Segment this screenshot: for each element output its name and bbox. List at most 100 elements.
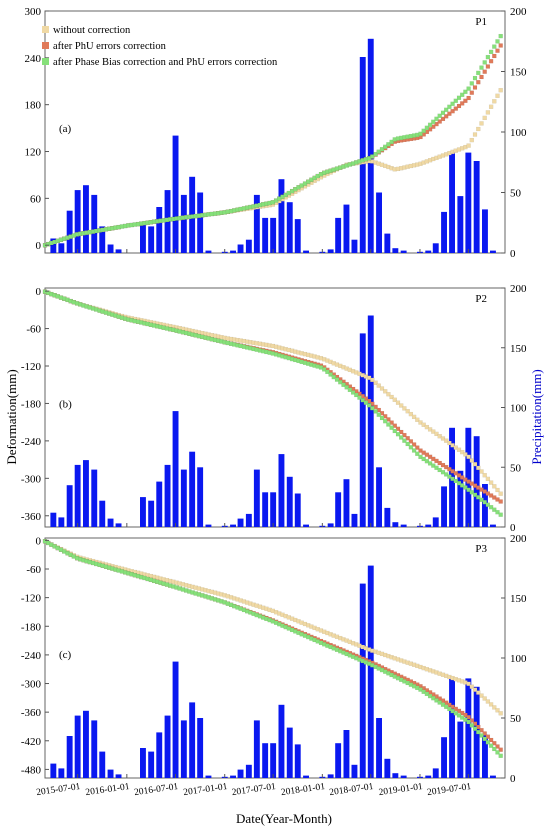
y-tick-label-left: -180 [21,398,42,410]
series-point-without-correction [469,684,474,689]
series-point-phase-bias-correction [424,459,430,464]
legend: without correction after PhU errors corr… [42,25,278,68]
precipitation-bar [262,492,269,527]
precipitation-bar [164,715,171,778]
precipitation-bar [107,769,114,778]
series-point-phu-correction [395,426,401,431]
series-point-without-correction [495,708,500,713]
series-point-without-correction [479,469,484,474]
series-point-phase-bias-correction [469,81,474,86]
precipitation-bar [50,763,57,778]
series-point-phase-bias-correction [472,75,478,81]
series-point-phase-bias-correction [373,151,378,157]
series-point-phase-bias-correction [479,497,484,502]
series-point-phase-bias-correction [341,382,346,387]
precipitation-bar [230,775,236,778]
precipitation-bar [286,727,293,778]
series-point-phase-bias-correction [456,713,462,718]
precipitation-bar [253,194,260,253]
y-tick-label-left: -360 [21,707,42,719]
series-point-without-correction [447,440,452,446]
series-point-phu-correction [418,448,423,453]
series-point-phase-bias-correction [463,485,468,490]
x-tick-label: 2017-07-01 [231,782,277,798]
point-label: P1 [475,16,487,28]
precipitation-bar [278,179,285,253]
series-point-without-correction [488,104,494,109]
y-axis-right-title: Precipitation(mm) [529,369,544,464]
series-point-without-correction [485,699,491,704]
series-point-phase-bias-correction [383,144,388,149]
series-point-phase-bias-correction [476,70,481,76]
precipitation-bar [270,217,277,253]
series-point-phase-bias-correction [482,736,487,742]
precipitation-bar [253,469,260,527]
precipitation-bar [359,57,366,253]
series-point-phase-bias-correction [389,139,394,145]
series-point-phase-bias-correction [447,104,452,109]
series-point-phu-correction [466,95,471,101]
series-point-without-correction [476,126,481,132]
precipitation-bar [400,775,407,778]
series-point-without-correction [392,397,397,402]
precipitation-bar [286,476,293,527]
precipitation-bar [115,774,122,778]
series-point-without-correction [498,711,503,716]
precipitation-bar [335,492,342,527]
precipitation-bar [197,467,204,528]
precipitation-bar [384,758,391,778]
precipitation-bar [490,524,496,527]
series-point-phase-bias-correction [415,451,420,456]
precipitation-bar [432,517,439,527]
series-point-without-correction [440,436,446,441]
series-point-phase-bias-correction [408,445,414,450]
series-point-phase-bias-correction [492,746,497,752]
y-tick-label-left: -180 [21,621,42,633]
precipitation-bar [189,702,196,778]
series-point-without-correction [395,400,401,405]
series-point-phu-correction [453,471,458,476]
precipitation-bar [230,250,236,253]
series-point-without-correction [472,687,478,692]
point-label: P2 [475,293,487,305]
y-tick-label-left: 60 [30,193,42,205]
y-tick-label-right: 100 [510,403,527,415]
precipitation-bar [66,485,73,527]
y-tick-label-right: 50 [510,462,522,474]
precipitation-bar [91,194,98,253]
series-point-phase-bias-correction [434,465,439,470]
y-tick-label-left: 180 [25,100,42,112]
precipitation-bar [400,524,407,527]
precipitation-bar [482,734,488,778]
x-tick-label: 2015-07-01 [36,782,82,798]
series-point-phu-correction [456,103,462,109]
precipitation-bar [74,464,81,527]
precipitation-bar [441,211,447,253]
plot-frame [44,287,506,528]
precipitation-bar [66,210,73,253]
precipitation-bar [83,710,89,778]
series-point-phase-bias-correction [498,753,503,758]
y-tick-label-right: 100 [510,127,527,139]
series-point-phase-bias-correction [460,483,465,488]
series-point-phase-bias-correction [444,107,449,112]
precipitation-bar [270,743,277,778]
series-point-without-correction [431,429,436,434]
precipitation-bar [50,512,57,527]
series-point-phase-bias-correction [376,412,381,417]
precipitation-bar [58,517,65,527]
x-tick-label: 2017-01-01 [183,782,229,798]
precipitation-bar [148,751,155,778]
series-point-phase-bias-correction [485,502,491,507]
series-point-phu-correction [495,744,500,749]
series-point-without-correction [476,690,481,695]
series-point-without-correction [408,411,414,417]
series-point-phase-bias-correction [469,490,474,495]
series-point-without-correction [466,143,471,148]
precipitation-bar [74,715,81,778]
precipitation-bar [262,217,269,253]
y-tick-label-right: 100 [510,653,527,665]
series-point-phase-bias-correction [386,422,391,427]
y-tick-label-left: -60 [26,564,41,576]
precipitation-bar [107,244,114,253]
